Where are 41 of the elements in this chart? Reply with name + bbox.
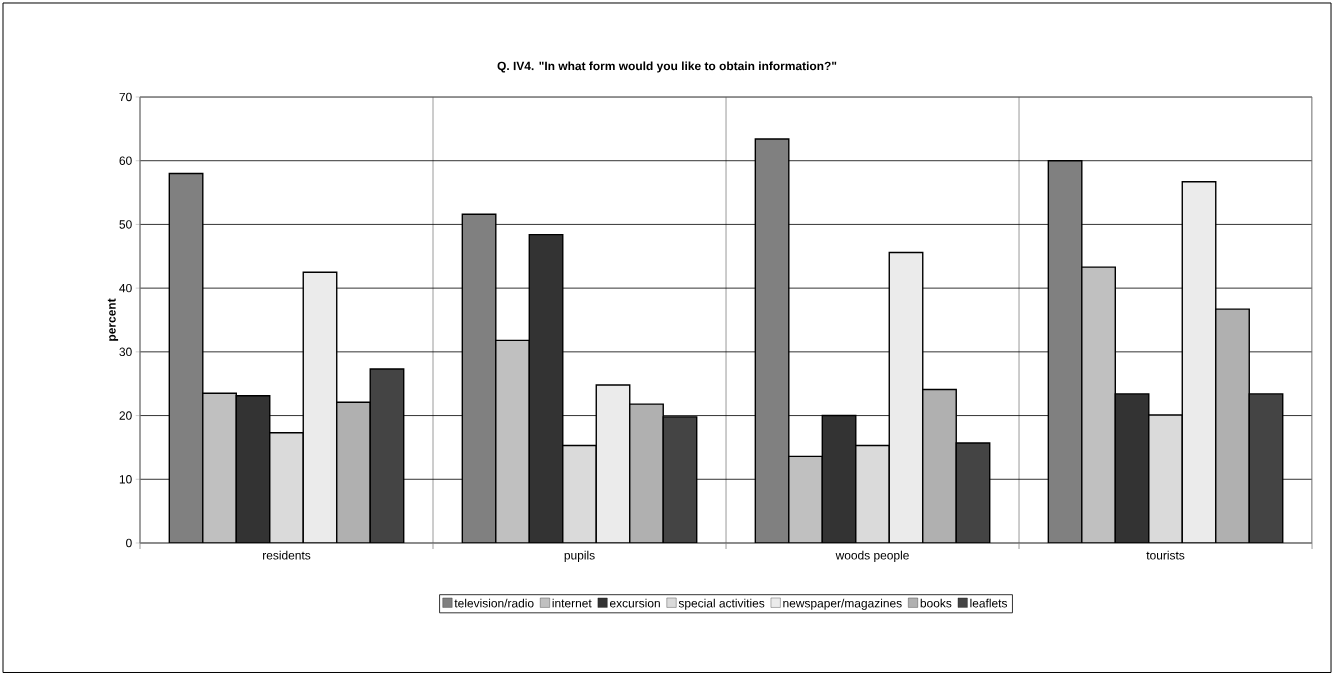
y-tick-label: 20 [119, 411, 132, 420]
bar [1081, 266, 1116, 543]
y-tick-label: 40 [119, 283, 132, 293]
bar [1248, 393, 1284, 543]
x-tick-label: residents [263, 550, 311, 560]
y-tick-label: 50 [119, 220, 132, 229]
bar [788, 455, 823, 543]
bar [888, 251, 924, 543]
legend-label: leaflets [970, 598, 1008, 608]
bar [922, 388, 957, 543]
legend-label: special activities [678, 598, 765, 610]
bar [1114, 393, 1150, 543]
bar [1181, 181, 1217, 543]
y-tick-label: 70 [119, 92, 132, 102]
x-tick-label: pupils [564, 550, 595, 562]
bar [369, 368, 405, 543]
y-tick-label: 30 [119, 347, 132, 357]
bar [202, 392, 237, 543]
bar [495, 339, 530, 543]
bar [821, 414, 857, 543]
chart-title: Q. IV4. "In what form would you like to obtain information?" [497, 61, 837, 73]
bar [235, 395, 271, 543]
legend-label: television/radio [454, 598, 534, 608]
legend-label: internet [552, 598, 592, 608]
x-tick-label: woods people [835, 550, 909, 562]
x-tick-label: tourists [1146, 550, 1185, 560]
bar [629, 403, 664, 543]
bar [955, 442, 991, 543]
y-tick-label: 10 [119, 475, 132, 484]
y-tick-label: 0 [126, 538, 132, 548]
bar [336, 401, 371, 543]
bar [528, 233, 564, 543]
bar [302, 271, 338, 543]
y-axis-title: percent [107, 298, 119, 341]
legend-label: newspaper/magazines [783, 598, 902, 610]
bar [662, 416, 698, 543]
bar [1215, 308, 1250, 543]
legend-label: excursion [609, 598, 660, 608]
legend-label: books [920, 598, 952, 608]
y-tick-label: 60 [119, 156, 132, 165]
bar [595, 384, 631, 543]
